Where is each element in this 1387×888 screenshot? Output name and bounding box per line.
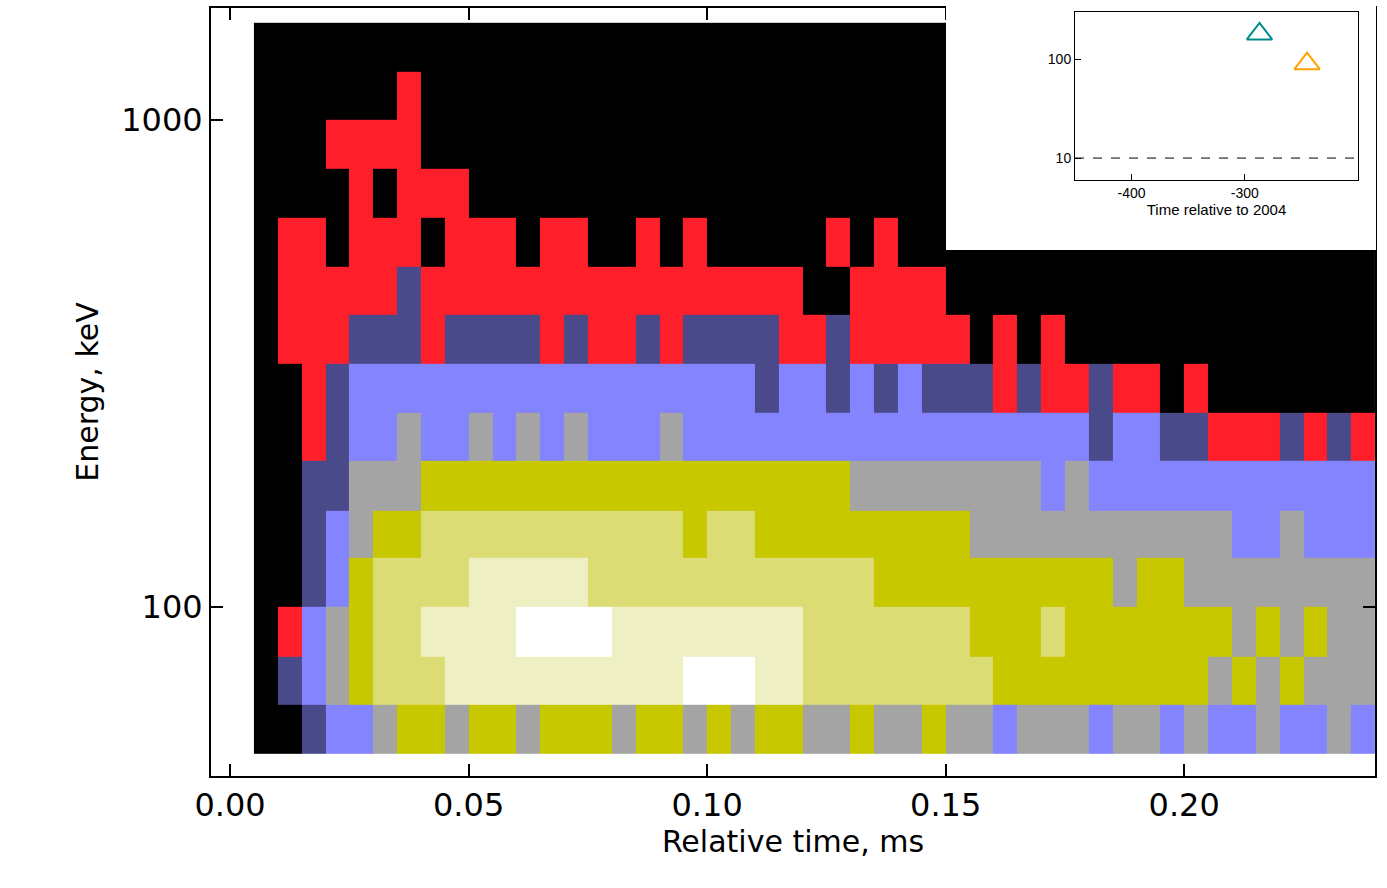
svg-text:-300: -300	[1231, 185, 1259, 201]
svg-text:0.20: 0.20	[1149, 786, 1220, 824]
svg-text:100: 100	[142, 588, 203, 626]
svg-text:0.10: 0.10	[672, 786, 743, 824]
svg-text:0.15: 0.15	[910, 786, 981, 824]
svg-text:Relative time, ms: Relative time, ms	[662, 824, 924, 859]
svg-text:1000: 1000	[121, 101, 202, 139]
svg-text:0.05: 0.05	[433, 786, 504, 824]
svg-text:100: 100	[1048, 51, 1072, 67]
svg-text:10: 10	[1056, 150, 1072, 166]
svg-text:-400: -400	[1118, 185, 1146, 201]
svg-text:Energy, keV: Energy, keV	[70, 302, 105, 482]
svg-text:0.00: 0.00	[194, 786, 265, 824]
svg-text:Time relative to 2004: Time relative to 2004	[1147, 201, 1287, 218]
